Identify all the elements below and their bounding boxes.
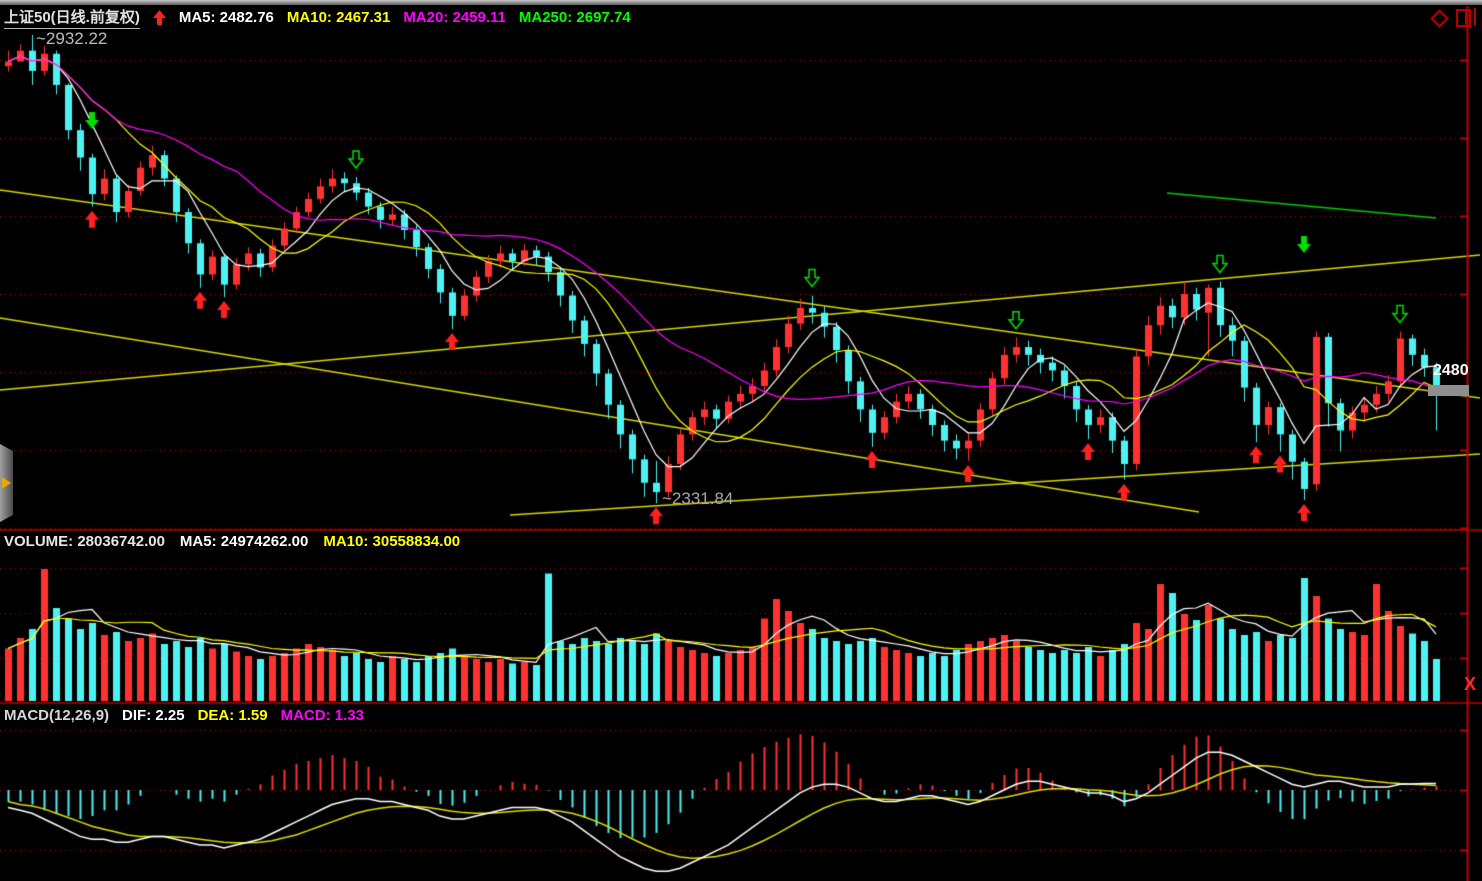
high-price-annotation: ~2932.22: [36, 29, 108, 48]
symbol-title[interactable]: 上证50(日线.前复权): [4, 6, 140, 29]
macd-value-label: MACD: 1.33: [280, 707, 364, 724]
last-price-label: 2480: [1433, 362, 1469, 379]
ma20-value-label: MA20: 2459.11: [403, 9, 506, 26]
dif-value-label: DIF: 2.25: [122, 707, 185, 724]
volume-pane-header: VOLUME: 28036742.00 MA5: 24974262.00 MA1…: [4, 533, 460, 550]
volume-value-label: VOLUME: 28036742.00: [4, 533, 165, 550]
macd-title-label: MACD(12,26,9): [4, 707, 110, 724]
price-pane-header: 上证50(日线.前复权) MA5: 2482.76 MA10: 2467.31 …: [4, 6, 631, 29]
expand-arrow-icon: [2, 477, 11, 489]
volume-ma10-label: MA10: 30558834.00: [323, 533, 461, 550]
dea-value-label: DEA: 1.59: [197, 707, 268, 724]
ma5-value-label: MA5: 2482.76: [178, 9, 274, 26]
window-top-edge: [0, 0, 1482, 5]
volume-ma5-label: MA5: 24974262.00: [179, 533, 309, 550]
close-indicator-button[interactable]: X: [1464, 674, 1477, 694]
ma10-value-label: MA10: 2467.31: [286, 9, 391, 26]
split-window-icon-bar: [1465, 11, 1467, 25]
macd-pane-header: MACD(12,26,9) DIF: 2.25 DEA: 1.59 MACD: …: [4, 707, 364, 724]
split-window-icon[interactable]: [1456, 9, 1471, 27]
last-price-tag-bar: [1428, 385, 1469, 396]
ma250-value-label: MA250: 2697.74: [518, 9, 631, 26]
window-edge-mark-icon: [1474, 8, 1476, 26]
up-arrow-icon: [152, 10, 166, 25]
left-panel-toggle-tab[interactable]: [0, 444, 13, 522]
low-price-annotation: ~2331.84: [662, 489, 734, 508]
